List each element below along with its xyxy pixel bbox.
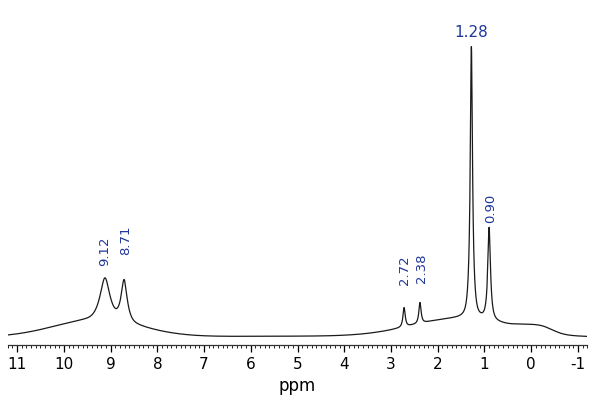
Text: 8.71: 8.71 bbox=[119, 226, 132, 255]
Text: 9.12: 9.12 bbox=[98, 237, 111, 266]
Text: 0.90: 0.90 bbox=[484, 194, 498, 223]
Text: 2.72: 2.72 bbox=[397, 255, 410, 285]
Text: 2.38: 2.38 bbox=[415, 254, 428, 284]
X-axis label: ppm: ppm bbox=[279, 377, 316, 395]
Text: 1.28: 1.28 bbox=[454, 25, 488, 40]
